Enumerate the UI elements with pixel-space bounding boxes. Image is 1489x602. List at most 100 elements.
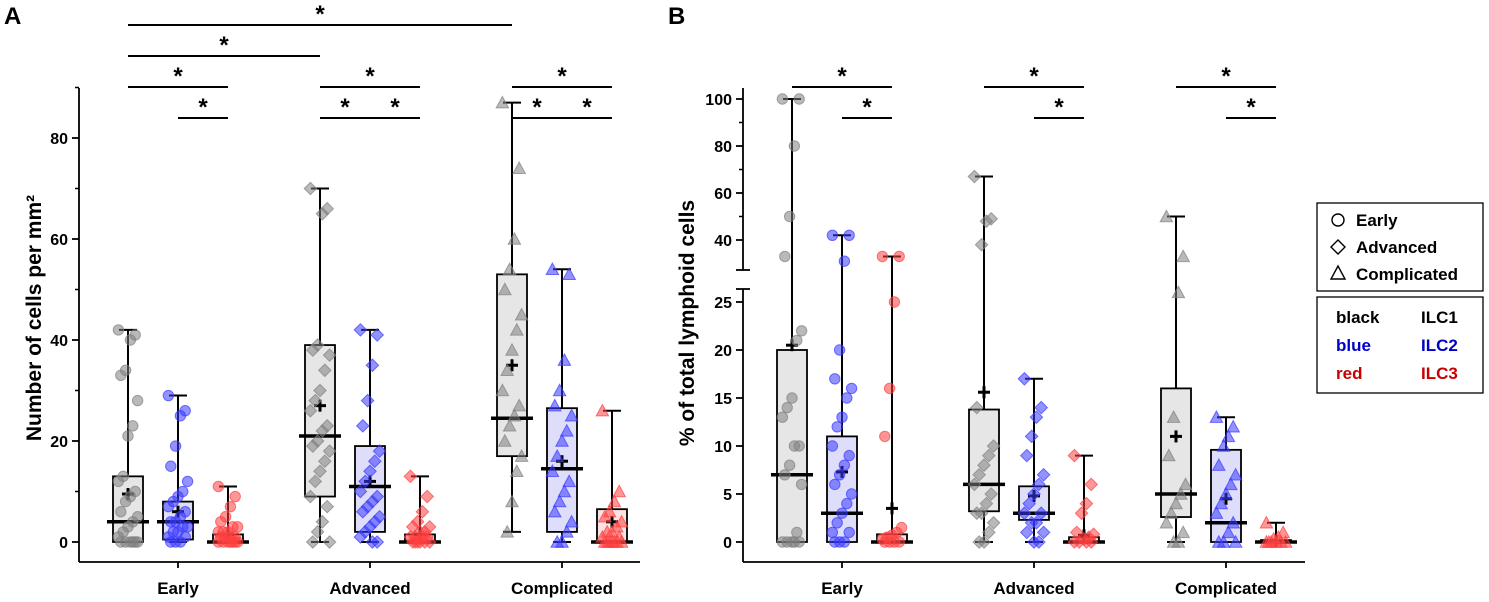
data-point xyxy=(504,342,520,356)
data-point xyxy=(1067,448,1082,463)
data-point xyxy=(557,484,572,498)
data-point xyxy=(779,250,791,263)
category-label: Early xyxy=(157,579,199,598)
y-tick-label: 0 xyxy=(59,535,68,552)
data-point xyxy=(829,373,841,385)
data-point xyxy=(791,526,803,539)
data-point xyxy=(165,536,177,548)
data-point xyxy=(831,517,843,529)
data-point xyxy=(322,348,337,363)
data-point xyxy=(507,408,522,422)
y-tick-label: 20 xyxy=(714,343,732,360)
significance-star: * xyxy=(1221,63,1231,90)
data-point xyxy=(1209,409,1224,423)
data-point xyxy=(122,430,134,442)
data-point xyxy=(165,516,177,528)
legend-color-black: black xyxy=(1336,308,1380,327)
data-point xyxy=(1024,429,1039,444)
data-point xyxy=(843,449,855,462)
data-point xyxy=(612,484,627,498)
data-point xyxy=(1027,487,1041,501)
data-point xyxy=(831,421,843,433)
significance-star: * xyxy=(557,63,567,90)
significance-star: * xyxy=(1246,94,1256,121)
data-point xyxy=(212,480,225,493)
data-point xyxy=(1034,400,1049,415)
data-point xyxy=(786,392,798,404)
data-point xyxy=(843,229,855,242)
data-point xyxy=(1209,505,1224,519)
data-point xyxy=(829,478,841,491)
panel-b: B % of total lymphoid cells 0 5 10 15 20 25 40… xyxy=(668,3,1305,598)
data-point xyxy=(1211,457,1226,471)
y-tick-label: 100 xyxy=(705,92,732,109)
data-point xyxy=(363,464,377,479)
data-point xyxy=(1226,515,1241,529)
data-point xyxy=(826,440,839,452)
data-point xyxy=(969,506,984,521)
data-point xyxy=(408,535,423,549)
data-point xyxy=(1019,525,1034,540)
significance-star: * xyxy=(198,94,208,121)
data-point xyxy=(977,458,991,473)
data-point xyxy=(979,496,994,511)
data-point xyxy=(119,495,132,508)
data-point xyxy=(1067,535,1082,549)
data-point xyxy=(564,408,579,422)
data-point xyxy=(833,344,846,356)
data-point xyxy=(967,169,982,184)
data-point xyxy=(317,454,332,469)
significance-star: * xyxy=(390,94,400,121)
data-point xyxy=(1168,496,1184,510)
data-point xyxy=(833,469,846,481)
data-point xyxy=(112,324,125,336)
y-tick-label: 60 xyxy=(50,232,68,249)
data-point xyxy=(215,516,227,528)
data-point xyxy=(365,535,380,549)
data-point xyxy=(969,400,984,415)
data-point xyxy=(500,363,515,376)
panel-a-significance-brackets: * * * * * * * * * * xyxy=(128,1,612,121)
data-point xyxy=(826,526,839,539)
data-point xyxy=(115,536,127,548)
data-point xyxy=(550,448,565,462)
data-point xyxy=(974,237,989,252)
data-point xyxy=(552,383,567,397)
data-point xyxy=(1176,249,1191,263)
data-point xyxy=(1027,535,1041,549)
data-point xyxy=(360,393,375,408)
significance-star: * xyxy=(532,94,542,121)
data-point xyxy=(358,474,373,489)
data-point xyxy=(504,494,520,508)
data-point xyxy=(115,369,127,382)
data-point xyxy=(310,524,325,539)
data-point xyxy=(303,489,318,504)
data-point xyxy=(595,403,610,417)
data-point xyxy=(876,250,889,263)
data-point xyxy=(1221,429,1236,443)
y-tick-label: 0 xyxy=(723,535,732,552)
y-tick-label: 15 xyxy=(714,391,732,408)
data-point xyxy=(841,497,853,510)
data-point xyxy=(986,439,1001,453)
y-tick-label: 80 xyxy=(714,139,732,156)
data-point xyxy=(372,444,387,459)
data-point xyxy=(984,487,999,501)
data-point xyxy=(1228,534,1243,548)
data-point xyxy=(174,410,187,422)
y-tick-label: 60 xyxy=(714,186,732,203)
data-point xyxy=(1084,477,1099,492)
data-point xyxy=(562,267,577,281)
y-tick-label: 5 xyxy=(723,487,732,504)
data-point xyxy=(545,464,560,477)
data-point xyxy=(795,478,808,491)
data-point xyxy=(979,214,994,229)
data-point xyxy=(415,504,430,519)
data-point xyxy=(776,411,789,423)
data-point xyxy=(1022,496,1037,511)
data-point xyxy=(1178,477,1193,491)
data-point xyxy=(552,494,567,508)
data-point xyxy=(845,488,858,500)
data-point xyxy=(495,383,510,397)
legend-cell-ilc3: ILC3 xyxy=(1421,364,1458,383)
